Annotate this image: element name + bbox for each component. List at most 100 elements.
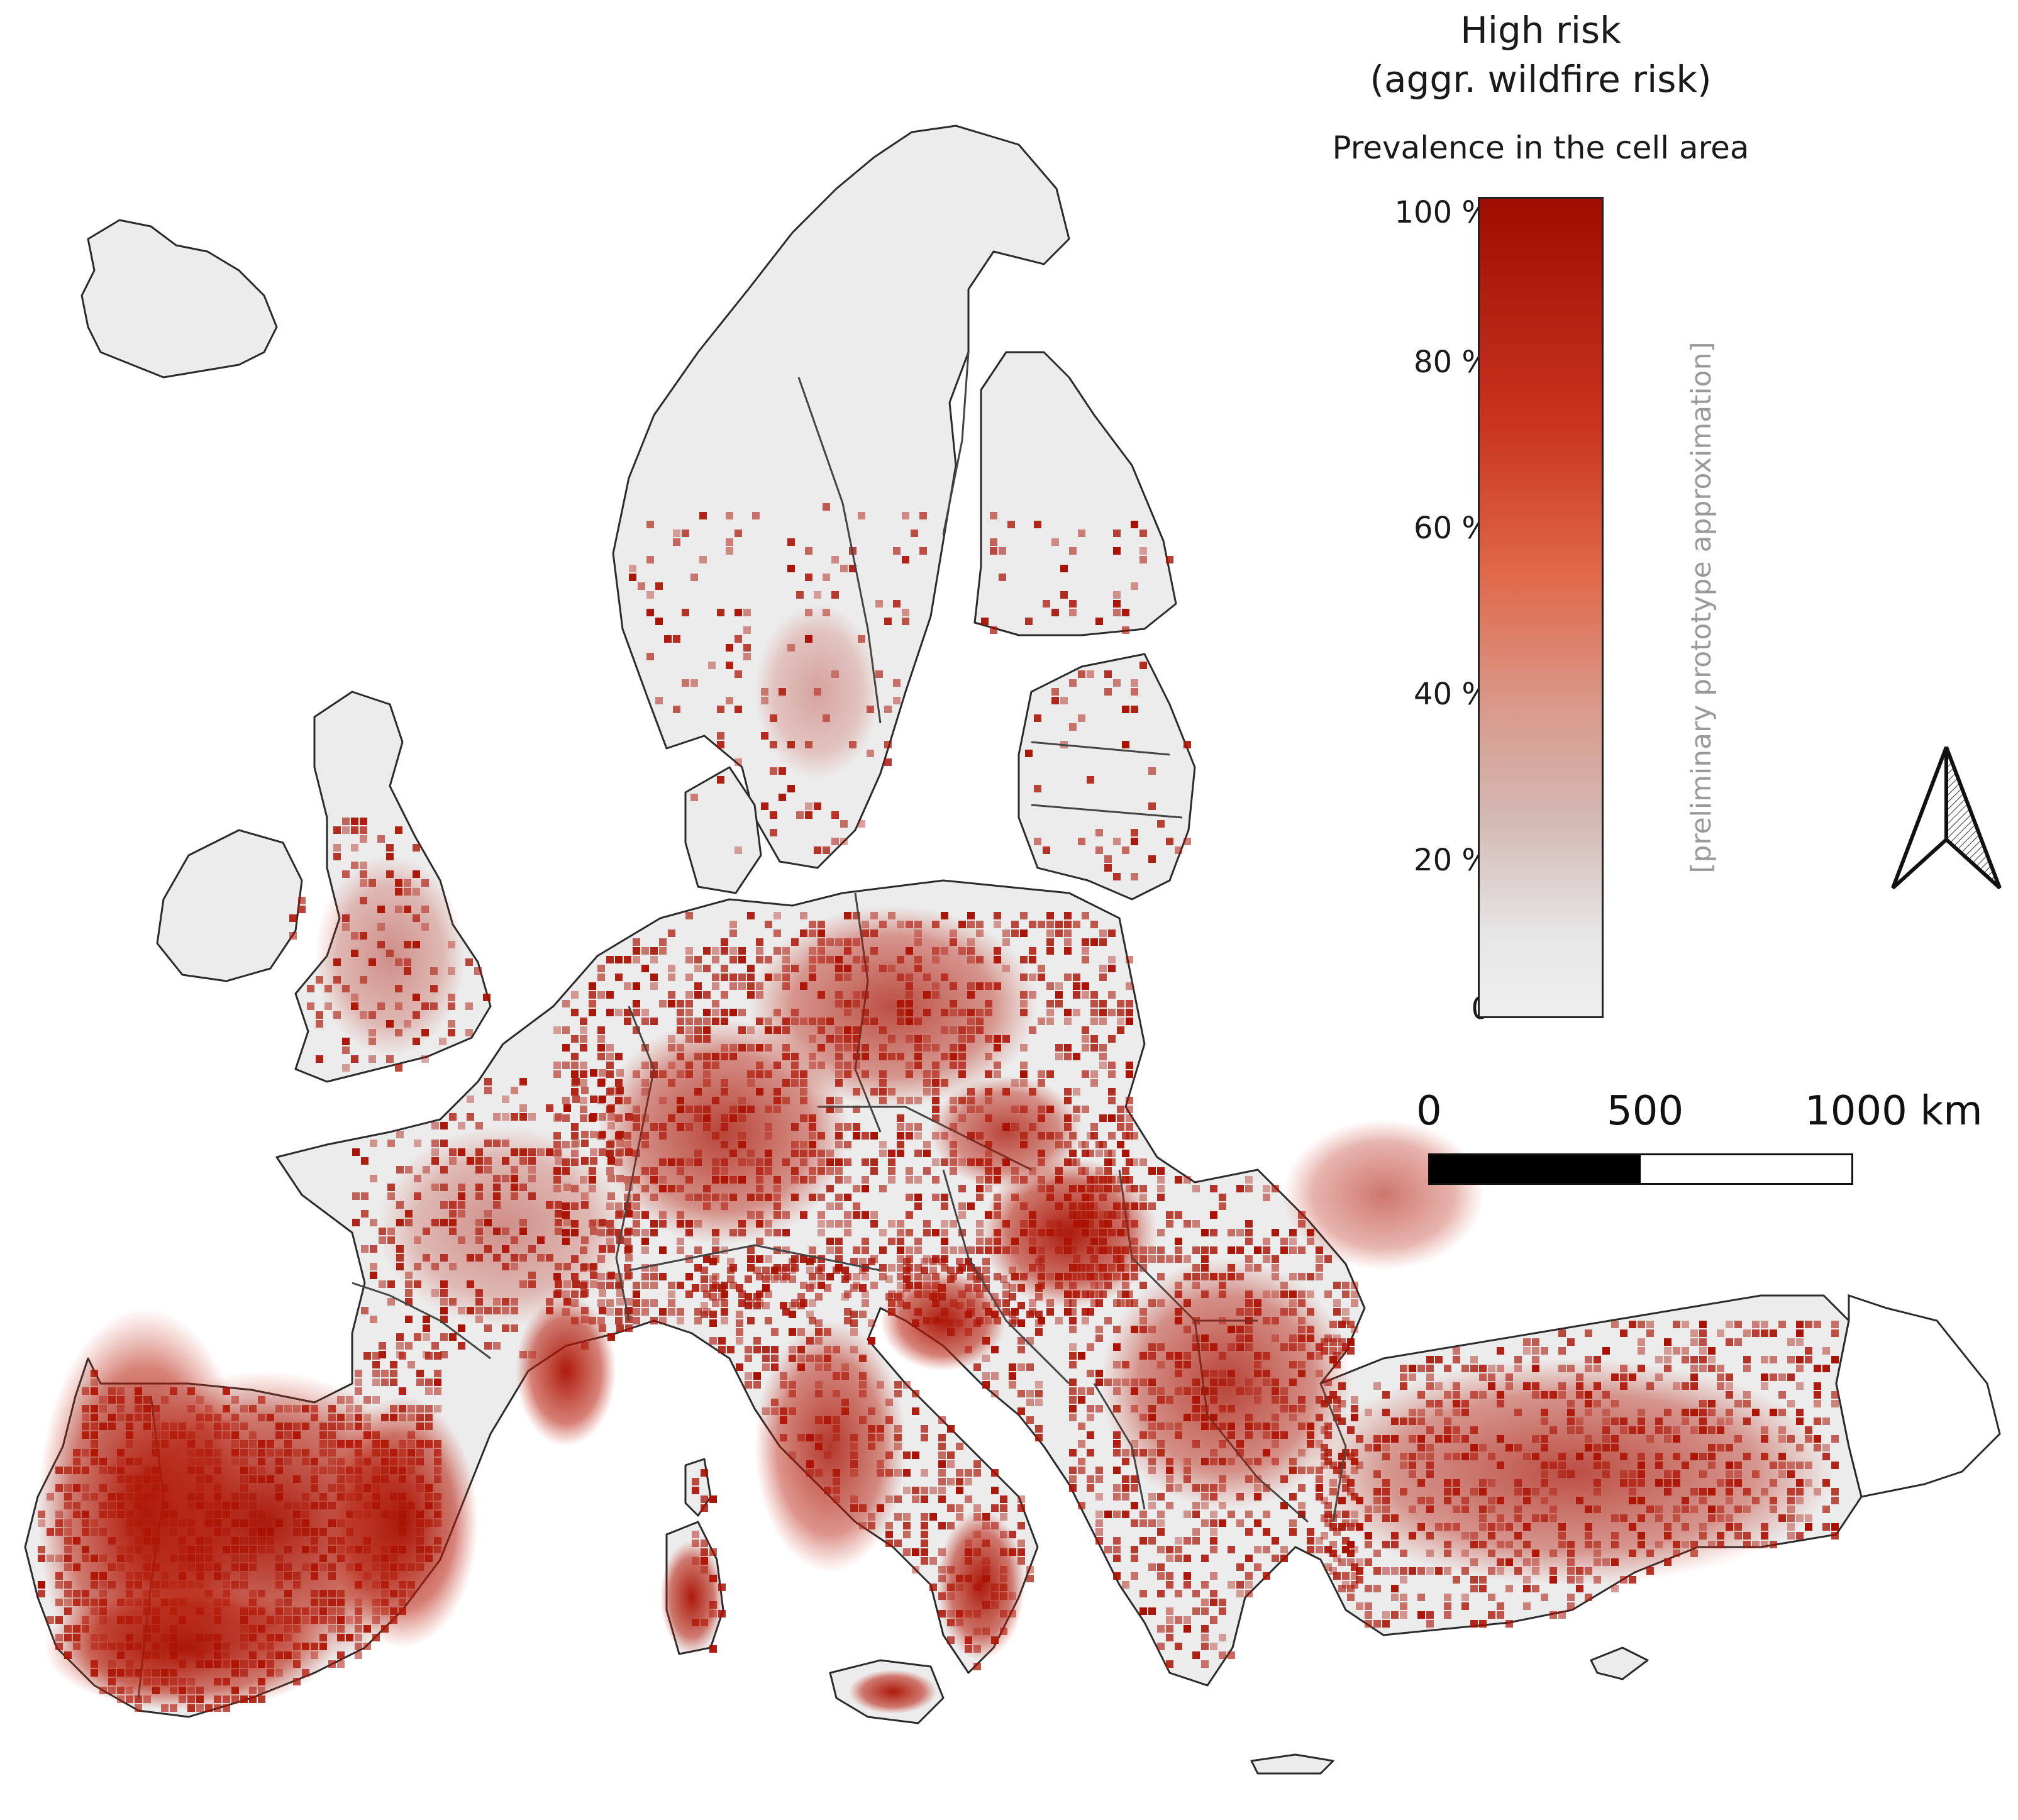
risk-cell: [938, 1443, 946, 1450]
risk-cell: [434, 1352, 441, 1360]
risk-cell: [701, 1275, 708, 1283]
risk-cell: [1822, 1418, 1830, 1425]
risk-cell: [597, 1026, 605, 1034]
risk-cell: [1051, 609, 1059, 616]
risk-cell: [862, 1211, 869, 1219]
risk-cell: [1796, 1329, 1804, 1337]
risk-cell: [677, 1238, 684, 1245]
risk-cell: [1192, 1220, 1200, 1228]
risk-cell: [1069, 1361, 1077, 1368]
risk-cell: [1558, 1329, 1566, 1337]
risk-cell: [771, 1267, 779, 1274]
risk-cell: [1069, 1326, 1077, 1333]
risk-cell: [885, 1540, 893, 1547]
risk-cell: [629, 574, 636, 581]
risk-cell: [1298, 1511, 1306, 1518]
risk-cell: [1298, 1484, 1306, 1492]
risk-cell: [753, 1346, 761, 1353]
risk-cell: [396, 1333, 404, 1341]
risk-cell: [809, 1317, 816, 1324]
risk-cell: [1629, 1321, 1636, 1328]
risk-cell: [1673, 1321, 1680, 1328]
risk-cell: [884, 706, 892, 713]
risk-cell: [646, 556, 654, 563]
risk-cell: [1523, 1585, 1531, 1592]
risk-cell: [659, 1273, 667, 1280]
risk-cell: [1690, 1329, 1698, 1337]
risk-cell: [906, 1123, 913, 1131]
risk-cell: [982, 1381, 990, 1389]
risk-cell: [709, 1293, 717, 1301]
risk-cell: [850, 1319, 858, 1327]
ireland-landmass: [156, 829, 303, 982]
risk-cell: [1461, 1594, 1469, 1601]
risk-cell: [1017, 1504, 1025, 1512]
risk-cell: [923, 1255, 931, 1263]
risk-cell: [1356, 1602, 1363, 1610]
risk-cell: [633, 947, 640, 955]
risk-cell: [921, 1540, 928, 1547]
risk-cell: [307, 985, 314, 992]
risk-cell: [1069, 1352, 1077, 1360]
risk-cell: [694, 982, 702, 990]
risk-cell: [1082, 938, 1089, 946]
risk-cell: [1055, 921, 1063, 928]
risk-cell: [1272, 1555, 1279, 1562]
risk-cell: [903, 1522, 911, 1529]
risk-cell: [396, 1131, 404, 1138]
risk-cell: [580, 1062, 587, 1069]
risk-cell: [1078, 1396, 1085, 1404]
risk-cell: [1082, 1035, 1089, 1043]
risk-cell: [615, 1053, 623, 1060]
risk-cell: [914, 1123, 922, 1131]
risk-cell: [1055, 1000, 1063, 1007]
risk-cell: [844, 1308, 851, 1316]
risk-cell: [1117, 1114, 1124, 1122]
risk-cell: [1051, 538, 1059, 546]
risk-cell: [1046, 1308, 1054, 1316]
risk-cell: [712, 947, 719, 955]
risk-cell: [770, 829, 777, 836]
risk-cell: [762, 1275, 770, 1283]
risk-cell: [1099, 1062, 1107, 1069]
risk-hotspot: [1308, 1358, 1836, 1585]
risk-cell: [597, 1079, 605, 1087]
risk-cell: [458, 1324, 465, 1332]
risk-cell: [1126, 1158, 1133, 1166]
risk-cell: [1131, 1519, 1138, 1527]
risk-cell: [1426, 1611, 1434, 1619]
risk-cell: [1026, 1311, 1034, 1318]
risk-cell: [1787, 1356, 1795, 1363]
risk-cell: [1055, 991, 1063, 999]
risk-cell: [1095, 1528, 1103, 1536]
risk-cell: [903, 1548, 911, 1556]
risk-cell: [1426, 1365, 1434, 1372]
risk-cell: [902, 556, 909, 563]
risk-cell: [624, 1009, 631, 1016]
risk-cell: [1069, 1396, 1077, 1404]
risk-cell: [1831, 1497, 1839, 1504]
risk-cell: [659, 1246, 667, 1254]
risk-cell: [458, 1122, 465, 1129]
risk-cell: [709, 1337, 717, 1345]
risk-cell: [641, 1273, 649, 1280]
risk-cell: [1157, 1229, 1165, 1236]
risk-cell: [1069, 1405, 1077, 1412]
risk-cell: [932, 1229, 940, 1236]
risk-cell: [712, 1000, 719, 1007]
risk-cell: [747, 1255, 755, 1263]
risk-cell: [897, 1246, 904, 1254]
risk-cell: [580, 1044, 587, 1051]
risk-cell: [1373, 1567, 1381, 1575]
denmark-landmass: [684, 766, 762, 894]
risk-cell: [780, 1267, 787, 1274]
risk-cell: [1280, 1546, 1288, 1553]
risk-hotspot: [937, 1509, 1025, 1660]
risk-cell: [818, 1211, 825, 1219]
risk-cell: [38, 1590, 45, 1597]
risk-cell: [1095, 1493, 1103, 1501]
risk-cell: [1699, 1321, 1707, 1328]
risk-cell: [947, 1425, 955, 1433]
risk-cell: [1087, 1414, 1094, 1421]
risk-cell: [1814, 1391, 1821, 1399]
